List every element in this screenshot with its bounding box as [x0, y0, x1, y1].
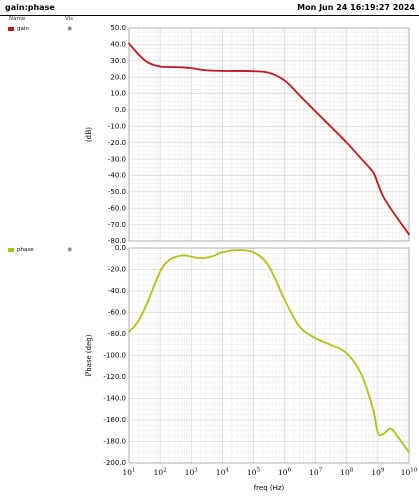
y-tick-label: 30.0 [110, 57, 126, 65]
y-tick-label: 40.0 [110, 41, 126, 49]
y-tick-label: -40.0 [108, 287, 126, 295]
y-tick-label: -80.0 [108, 330, 126, 338]
x-tick-label: 1010 [401, 468, 418, 478]
y-tick-label: 0.0 [115, 244, 126, 252]
y-tick-label: -10.0 [108, 123, 126, 131]
y-axis-label: (dB) [85, 127, 93, 142]
header-bar: gain:phase Mon Jun 24 16:19:27 2024 [0, 0, 419, 17]
x-tick-label: 101 [122, 468, 135, 478]
y-tick-label: -20.0 [108, 266, 126, 274]
y-tick-label: -200.0 [103, 459, 126, 467]
y-axis-label: Phase (deg) [85, 334, 93, 376]
y-tick-label: -70.0 [108, 221, 126, 229]
legend-name-header: Name [9, 16, 26, 22]
y-tick-label: -80.0 [108, 237, 126, 245]
series-line-gain [128, 42, 410, 236]
x-tick-label: 106 [278, 468, 292, 478]
legend-label-phase: phase [17, 247, 34, 253]
y-tick-label: -140.0 [103, 395, 126, 403]
legend-swatch-phase [8, 248, 14, 252]
y-tick-label: -100.0 [103, 352, 126, 360]
y-tick-label: 0.0 [115, 106, 126, 114]
legend-swatch-gain [8, 27, 14, 31]
eye-icon[interactable]: ◉ [67, 246, 73, 253]
x-axis-label: freq (Hz) [254, 484, 285, 492]
x-tick-label: 102 [154, 468, 167, 478]
y-tick-label: -160.0 [103, 416, 126, 424]
y-tick-label: -120.0 [103, 373, 126, 381]
header-divider [0, 15, 419, 16]
timestamp: Mon Jun 24 16:19:27 2024 [297, 3, 415, 12]
x-tick-label: 105 [247, 468, 261, 478]
plot-frame [128, 247, 410, 464]
gain-panel: 50.0 40.0 30.0 20.0 10.0 0.0 -10.0 -20.0 -30.0 -4… [85, 24, 410, 245]
x-tick-label: 103 [185, 468, 199, 478]
y-tick-label: -40.0 [108, 172, 126, 180]
y-tick-label: -30.0 [108, 155, 126, 163]
legend-vis-header: Vis [65, 16, 74, 22]
series-line-phase [128, 249, 410, 454]
y-tick-label: 10.0 [110, 90, 126, 98]
eye-icon[interactable]: ◉ [67, 25, 73, 32]
x-tick-label: 104 [216, 468, 230, 478]
x-tick-label: 107 [309, 468, 323, 478]
y-tick-label: -20.0 [108, 139, 126, 147]
phase-panel: 0.0 -20.0 -40.0 -60.0 -80.0 -100.0 -120.0 -140.… [85, 244, 418, 492]
y-tick-label: 50.0 [110, 24, 126, 32]
y-tick-label: -50.0 [108, 188, 126, 196]
y-tick-label: 20.0 [110, 73, 126, 81]
legend-label-gain: gain [17, 26, 29, 32]
y-tick-label: -180.0 [103, 438, 126, 446]
plot-frame [128, 27, 410, 242]
y-tick-label: -60.0 [108, 309, 126, 317]
x-tick-label: 108 [340, 468, 354, 478]
window-title: gain:phase [5, 3, 55, 12]
x-tick-label: 109 [371, 468, 385, 478]
y-tick-label: -60.0 [108, 204, 126, 212]
